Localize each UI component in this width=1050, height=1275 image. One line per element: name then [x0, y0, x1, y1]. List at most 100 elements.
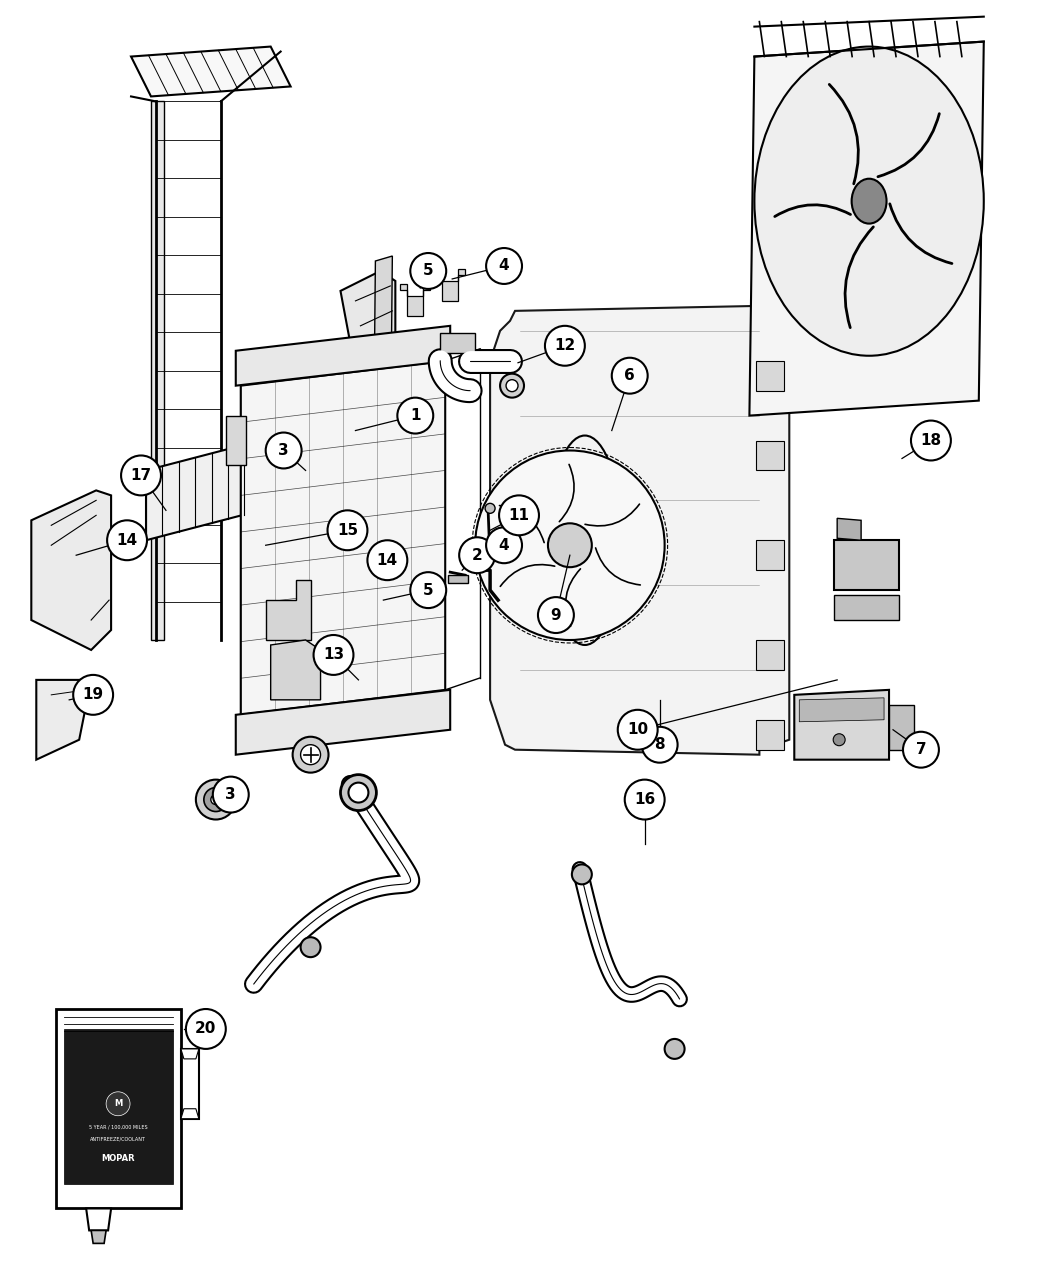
Polygon shape — [146, 441, 260, 541]
Circle shape — [106, 1091, 130, 1116]
Text: 14: 14 — [377, 552, 398, 567]
Text: 1: 1 — [411, 408, 421, 423]
Circle shape — [314, 635, 354, 674]
Circle shape — [538, 597, 574, 632]
Circle shape — [548, 523, 592, 567]
Circle shape — [612, 358, 648, 394]
Polygon shape — [151, 102, 164, 640]
Text: 6: 6 — [625, 368, 635, 384]
Polygon shape — [37, 680, 91, 760]
Circle shape — [545, 326, 585, 366]
Circle shape — [411, 572, 446, 608]
Ellipse shape — [852, 179, 886, 223]
FancyArrowPatch shape — [889, 204, 952, 264]
Text: 16: 16 — [634, 792, 655, 807]
Polygon shape — [57, 1009, 181, 1209]
Circle shape — [572, 864, 592, 885]
Text: 7: 7 — [916, 742, 926, 757]
Polygon shape — [366, 361, 385, 460]
Text: 5 YEAR / 100,000 MILES: 5 YEAR / 100,000 MILES — [89, 1125, 147, 1130]
Circle shape — [506, 380, 518, 391]
FancyArrowPatch shape — [878, 113, 940, 177]
Polygon shape — [240, 361, 445, 715]
Circle shape — [107, 520, 147, 560]
Circle shape — [186, 1009, 226, 1049]
Polygon shape — [400, 284, 430, 316]
Text: 4: 4 — [499, 538, 509, 553]
Text: MOPAR: MOPAR — [101, 1154, 134, 1163]
Circle shape — [349, 783, 369, 802]
Circle shape — [328, 510, 368, 551]
Circle shape — [486, 528, 522, 564]
Text: 20: 20 — [195, 1021, 216, 1037]
Text: ANTIFREEZE/COOLANT: ANTIFREEZE/COOLANT — [90, 1136, 146, 1141]
Text: 9: 9 — [550, 608, 562, 622]
FancyArrowPatch shape — [775, 205, 850, 217]
Polygon shape — [756, 720, 784, 750]
Polygon shape — [226, 416, 246, 465]
Circle shape — [617, 710, 657, 750]
Circle shape — [121, 455, 161, 496]
Polygon shape — [236, 326, 450, 385]
Polygon shape — [756, 541, 784, 570]
Polygon shape — [181, 1109, 198, 1118]
FancyArrowPatch shape — [585, 504, 639, 525]
Polygon shape — [750, 42, 984, 416]
Circle shape — [834, 733, 845, 746]
Text: 15: 15 — [337, 523, 358, 538]
Circle shape — [213, 776, 249, 812]
Circle shape — [397, 398, 434, 434]
Circle shape — [293, 737, 329, 773]
Circle shape — [903, 732, 939, 768]
Text: 13: 13 — [323, 648, 344, 663]
Circle shape — [476, 450, 665, 640]
Text: 2: 2 — [471, 548, 483, 562]
Text: 18: 18 — [921, 434, 942, 448]
FancyArrowPatch shape — [560, 464, 574, 521]
Circle shape — [642, 727, 677, 762]
Text: 3: 3 — [278, 442, 289, 458]
Polygon shape — [889, 705, 914, 750]
Text: 17: 17 — [130, 468, 151, 483]
Text: 14: 14 — [117, 533, 138, 548]
Polygon shape — [266, 580, 311, 640]
Polygon shape — [794, 690, 889, 760]
Circle shape — [300, 937, 320, 958]
Circle shape — [340, 775, 376, 811]
Circle shape — [211, 794, 220, 805]
Polygon shape — [374, 256, 393, 465]
Polygon shape — [340, 272, 396, 381]
Text: 5: 5 — [423, 264, 434, 278]
Circle shape — [459, 537, 496, 574]
FancyArrowPatch shape — [566, 569, 581, 626]
Circle shape — [485, 504, 496, 514]
Polygon shape — [131, 47, 291, 97]
Text: 11: 11 — [508, 507, 529, 523]
Circle shape — [196, 779, 236, 820]
Circle shape — [204, 788, 228, 812]
Circle shape — [911, 421, 951, 460]
Circle shape — [500, 374, 524, 398]
Polygon shape — [86, 1209, 111, 1230]
FancyArrowPatch shape — [500, 506, 544, 543]
Polygon shape — [799, 697, 884, 722]
Bar — [448, 575, 468, 583]
Polygon shape — [32, 491, 111, 650]
Text: 4: 4 — [499, 259, 509, 273]
Circle shape — [411, 252, 446, 289]
Polygon shape — [436, 269, 465, 301]
Polygon shape — [834, 541, 899, 590]
FancyArrowPatch shape — [845, 227, 874, 328]
FancyArrowPatch shape — [830, 84, 859, 184]
Polygon shape — [91, 1230, 106, 1243]
Polygon shape — [756, 361, 784, 390]
Polygon shape — [837, 519, 861, 541]
Text: 10: 10 — [627, 722, 648, 737]
Polygon shape — [271, 640, 320, 700]
Circle shape — [300, 745, 320, 765]
Polygon shape — [756, 441, 784, 470]
Text: 8: 8 — [654, 737, 665, 752]
Polygon shape — [490, 306, 790, 755]
Circle shape — [74, 674, 113, 715]
Polygon shape — [236, 690, 450, 755]
